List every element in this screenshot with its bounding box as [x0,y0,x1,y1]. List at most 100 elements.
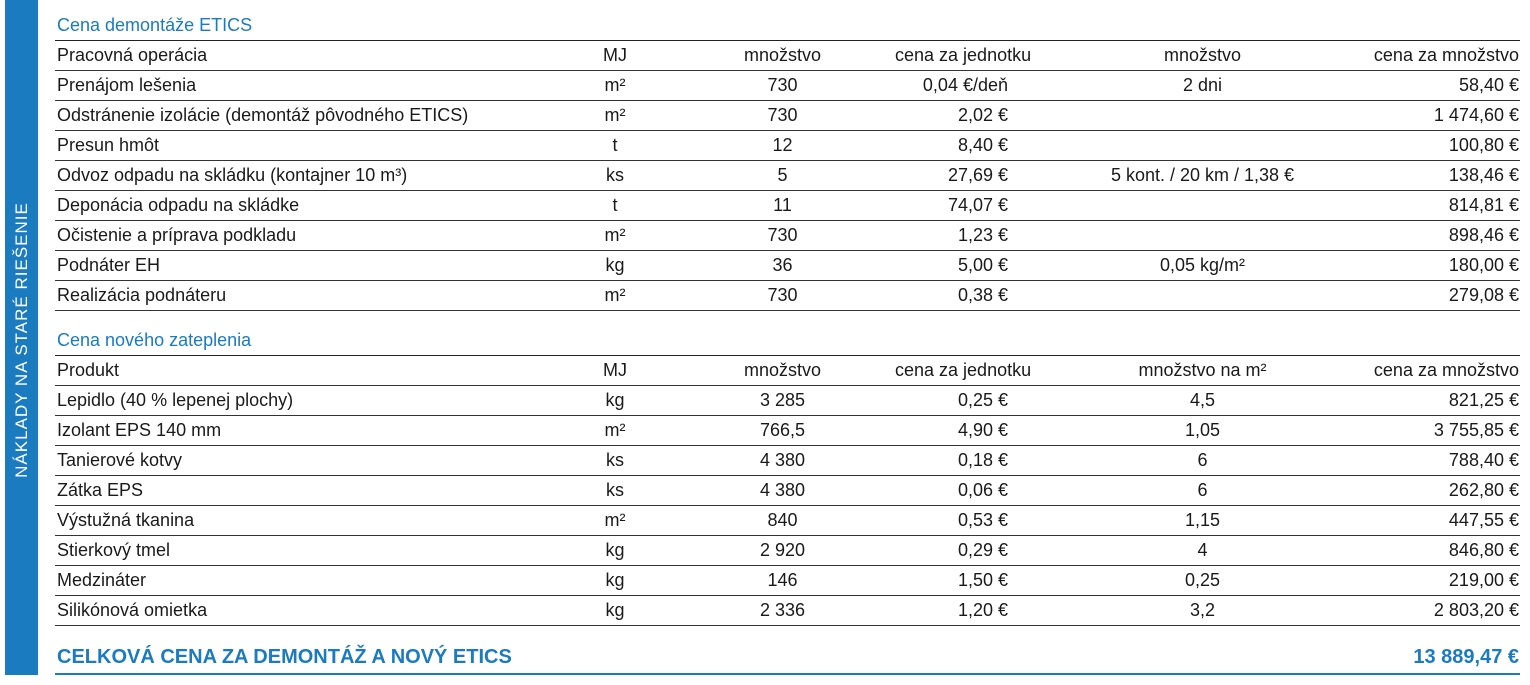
header-row: Produkt MJ množstvo cena za jednotku množstv… [55,355,1520,386]
cell: ks [560,445,670,476]
cell: 898,46 € [1355,220,1520,251]
cell: 0,18 € [895,445,1050,476]
cell: Očistenie a príprava podkladu [55,220,560,251]
row: Deponácia odpadu na skládke t 11 74,07 € 814… [55,190,1520,221]
cell: kg [560,535,670,566]
cell: Tanierové kotvy [55,445,560,476]
sidebar: NÁKLADY NA STARÉ RIEŠENIE [5,0,38,675]
cell: Izolant EPS 140 mm [55,415,560,446]
cell: 814,81 € [1355,190,1520,221]
cell: 0,25 € [895,385,1050,416]
total-label: CELKOVÁ CENA ZA DEMONTÁŽ A NOVÝ ETICS [57,646,512,668]
cell: 0,05 kg/m² [1050,250,1355,281]
row: Tanierové kotvy ks 4 380 0,18 €6 788,40 € [55,445,1520,476]
header-cell: cena za množstvo [1355,355,1520,386]
cell: Silikónová omietka [55,595,560,626]
cell: 11 [670,190,895,221]
cell: 730 [670,100,895,131]
cell: 2,02 € [895,100,1050,131]
table: Pracovná operácia MJ množstvo cena za jedno… [55,40,1520,311]
cell: m² [560,220,670,251]
cell: 146 [670,565,895,596]
cell: Zátka EPS [55,475,560,506]
cell: m² [560,505,670,536]
cell: 6 [1050,445,1355,476]
cell: 1 474,60 € [1355,100,1520,131]
cell: 1,15 [1050,505,1355,536]
header-cell: Produkt [55,355,560,386]
cell: Odvoz odpadu na skládku (kontajner 10 m³… [55,160,560,191]
cell: 219,00 € [1355,565,1520,596]
row: Odstránenie izolácie (demontáž pôvodného… [55,100,1520,131]
row: Silikónová omietka kg 2 336 1,20 €3,2 2 803,… [55,595,1520,626]
cell: 2 336 [670,595,895,626]
row: Očistenie a príprava podkladu m² 730 1,23 €… [55,220,1520,251]
cell: 5 kont. / 20 km / 1,38 € [1050,160,1355,191]
cell: 730 [670,70,895,101]
header-cell: MJ [560,355,670,386]
cell: 138,46 € [1355,160,1520,191]
header-cell: množstvo na m² [1050,355,1355,386]
header-cell: cena za jednotku [895,355,1050,386]
cell: Podnáter EH [55,250,560,281]
cell: 6 [1050,475,1355,506]
cell: 74,07 € [895,190,1050,221]
cell: 730 [670,280,895,311]
cell: Stierkový tmel [55,535,560,566]
cell: t [560,130,670,161]
cell: 3 755,85 € [1355,415,1520,446]
header-cell: množstvo [670,40,895,71]
cell: Prenájom lešenia [55,70,560,101]
cell: kg [560,385,670,416]
section-title: Cena nového zateplenia [57,330,252,350]
cell: 5,00 € [895,250,1050,281]
row: Výstužná tkanina m² 840 0,53 €1,15 447,55 € [55,505,1520,536]
sidebar-label: NÁKLADY NA STARÉ RIEŠENIE [11,202,31,478]
cell: 4,5 [1050,385,1355,416]
cell: 2 dni [1050,70,1355,101]
header-cell: množstvo [670,355,895,386]
header-cell: množstvo [1050,40,1355,71]
section: Cena nového zateplenia Produkt MJ množstvo c… [55,325,1520,626]
cell: 36 [670,250,895,281]
row: Zátka EPS ks 4 380 0,06 €6 262,80 € [55,475,1520,506]
cell: 100,80 € [1355,130,1520,161]
section: Cena demontáže ETICS Pracovná operácia MJ m… [55,10,1520,311]
cell: Lepidlo (40 % lepenej plochy) [55,385,560,416]
cell: 0,29 € [895,535,1050,566]
row: Presun hmôt t 12 8,40 € 100,80 € [55,130,1520,161]
cell: Deponácia odpadu na skládke [55,190,560,221]
header-row: Pracovná operácia MJ množstvo cena za jedno… [55,40,1520,71]
cell: m² [560,100,670,131]
header-cell: Pracovná operácia [55,40,560,71]
cell: 4 380 [670,475,895,506]
header-cell: cena za jednotku [895,40,1050,71]
cell [1050,190,1355,221]
row: Prenájom lešenia m² 730 0,04 €/deň 2 dni 58,4… [55,70,1520,101]
row: Realizácia podnáteru m² 730 0,38 € 279,08 € [55,280,1520,311]
cell: 8,40 € [895,130,1050,161]
cell: 58,40 € [1355,70,1520,101]
cell: 279,08 € [1355,280,1520,311]
cell: m² [560,70,670,101]
cell: 788,40 € [1355,445,1520,476]
cell: Realizácia podnáteru [55,280,560,311]
cell: Presun hmôt [55,130,560,161]
header-cell: cena za množstvo [1355,40,1520,71]
content: Cena demontáže ETICS Pracovná operácia MJ m… [55,10,1520,626]
cell: 447,55 € [1355,505,1520,536]
header-cell: MJ [560,40,670,71]
cell: 1,20 € [895,595,1050,626]
cell: 1,50 € [895,565,1050,596]
cell: 3,2 [1050,595,1355,626]
cell: 4,90 € [895,415,1050,446]
cell: kg [560,595,670,626]
cell: m² [560,280,670,311]
cell: 0,53 € [895,505,1050,536]
cell: 0,38 € [895,280,1050,311]
cell: 2 803,20 € [1355,595,1520,626]
row: Stierkový tmel kg 2 920 0,29 €4 846,80 € [55,535,1520,566]
section-title: Cena demontáže ETICS [57,15,253,35]
cell: Odstránenie izolácie (demontáž pôvodného… [55,100,560,131]
